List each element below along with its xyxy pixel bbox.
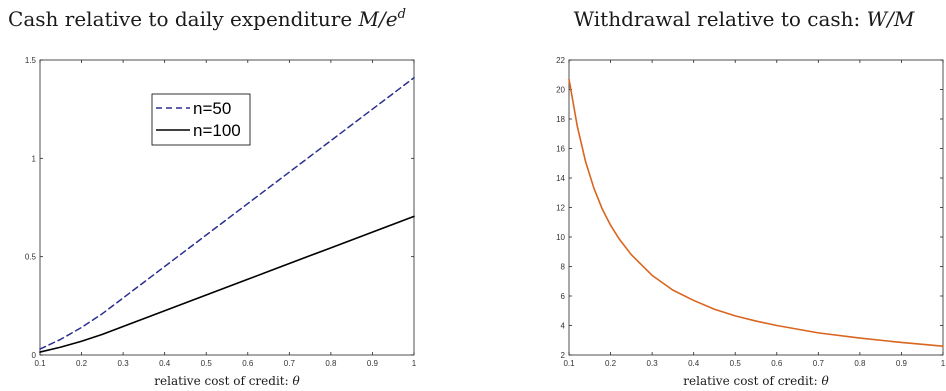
- legend-label-n100: n=100: [193, 121, 241, 140]
- withdrawal-y-tick-label: 8: [561, 263, 566, 272]
- withdrawal-series: [568, 78, 944, 347]
- cash-chart: Cash relative to daily expenditure M/ed …: [8, 7, 417, 388]
- cash-x-tick-label: 0.4: [159, 359, 171, 368]
- cash-x-tick-label: 0.2: [76, 359, 88, 368]
- withdrawal-y-tick-label: 20: [556, 86, 565, 95]
- legend-label-n50: n=50: [193, 99, 231, 118]
- withdrawal-y-tick-label: 22: [556, 56, 565, 65]
- cash-line-n-50: [39, 76, 415, 350]
- withdrawal-x-axis-label: relative cost of credit: θ: [683, 374, 829, 388]
- cash-y-tick-label: 1: [32, 154, 37, 163]
- cash-y-tick-label: 0.5: [25, 253, 37, 262]
- cash-x-axis-label: relative cost of credit: θ: [154, 374, 300, 388]
- withdrawal-y-tick-label: 16: [556, 145, 565, 154]
- withdrawal-x-ticks: 0.1 0.2 0.3 0.4 0.5 0.6 0.7 0.8 0.9 1: [563, 60, 946, 368]
- withdrawal-x-tick-label: 0.1: [563, 359, 575, 368]
- withdrawal-y-tick-label: 14: [556, 174, 565, 183]
- withdrawal-y-tick-label: 4: [561, 322, 566, 331]
- withdrawal-x-tick-label: 0.6: [771, 359, 783, 368]
- cash-x-tick-label: 0.5: [201, 359, 213, 368]
- withdrawal-plot-area: [568, 59, 944, 356]
- withdrawal-x-tick-label: 1: [941, 359, 946, 368]
- withdrawal-y-tick-label: 18: [556, 115, 565, 124]
- withdrawal-y-tick-label: 6: [561, 292, 566, 301]
- withdrawal-y-ticks: 2 4 6 8 10 12 14 16 18 20 22: [556, 56, 943, 360]
- withdrawal-line-series-0: [568, 78, 944, 347]
- cash-x-tick-label: 0.1: [34, 359, 46, 368]
- cash-series: [39, 76, 415, 353]
- cash-x-ticks: 0.1 0.2 0.3 0.4 0.5 0.6 0.7 0.8 0.9 1: [34, 60, 417, 368]
- withdrawal-y-tick-label: 10: [556, 233, 565, 242]
- withdrawal-x-tick-label: 0.9: [896, 359, 908, 368]
- cash-legend: n=50 n=100: [151, 93, 251, 146]
- cash-x-tick-label: 0.6: [242, 359, 254, 368]
- withdrawal-x-tick-label: 0.7: [813, 359, 825, 368]
- withdrawal-x-tick-label: 0.3: [647, 359, 659, 368]
- cash-y-tick-label: 1.5: [25, 56, 37, 65]
- legend-box: [151, 93, 251, 146]
- cash-x-tick-label: 1: [412, 359, 417, 368]
- cash-x-tick-label: 0.3: [118, 359, 130, 368]
- withdrawal-x-tick-label: 0.5: [730, 359, 742, 368]
- withdrawal-y-tick-label: 2: [561, 351, 566, 360]
- withdrawal-chart: Withdrawal relative to cash: W/M 0.1 0.2 0…: [556, 7, 946, 388]
- cash-x-tick-label: 0.8: [325, 359, 337, 368]
- withdrawal-chart-title: Withdrawal relative to cash: W/M: [574, 7, 915, 31]
- cash-line-n-100: [39, 215, 415, 353]
- cash-x-tick-label: 0.9: [367, 359, 379, 368]
- withdrawal-x-tick-label: 0.2: [605, 359, 617, 368]
- cash-y-tick-label: 0: [32, 351, 37, 360]
- withdrawal-y-tick-label: 12: [556, 204, 565, 213]
- cash-x-tick-label: 0.7: [284, 359, 296, 368]
- withdrawal-x-tick-label: 0.8: [854, 359, 866, 368]
- cash-y-ticks: 0 0.5 1 1.5: [25, 56, 414, 360]
- withdrawal-x-tick-label: 0.4: [688, 359, 700, 368]
- cash-chart-title: Cash relative to daily expenditure M/ed: [8, 7, 406, 31]
